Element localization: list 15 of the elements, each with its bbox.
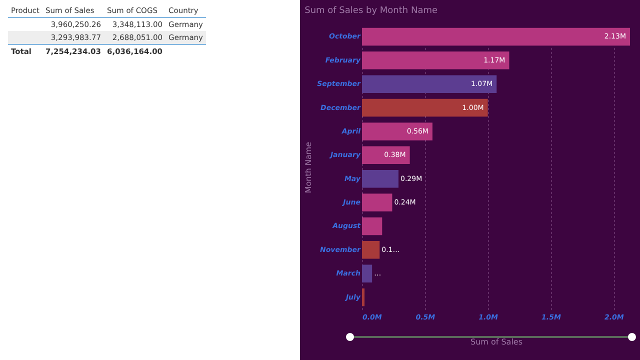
bar [362,264,372,282]
bar [362,52,510,70]
bar [362,241,380,259]
bar [362,288,365,306]
bar [362,75,497,93]
bar [362,146,410,164]
bar [362,194,392,212]
x-axis-title: Sum of Sales [470,338,523,346]
bar [362,122,432,140]
bar [362,28,630,46]
chart-title: Sum of Sales by Month Name [304,6,438,16]
bar [362,170,398,188]
y-axis-title: Month Name [304,142,314,194]
bar [362,98,488,117]
bar [362,217,382,236]
